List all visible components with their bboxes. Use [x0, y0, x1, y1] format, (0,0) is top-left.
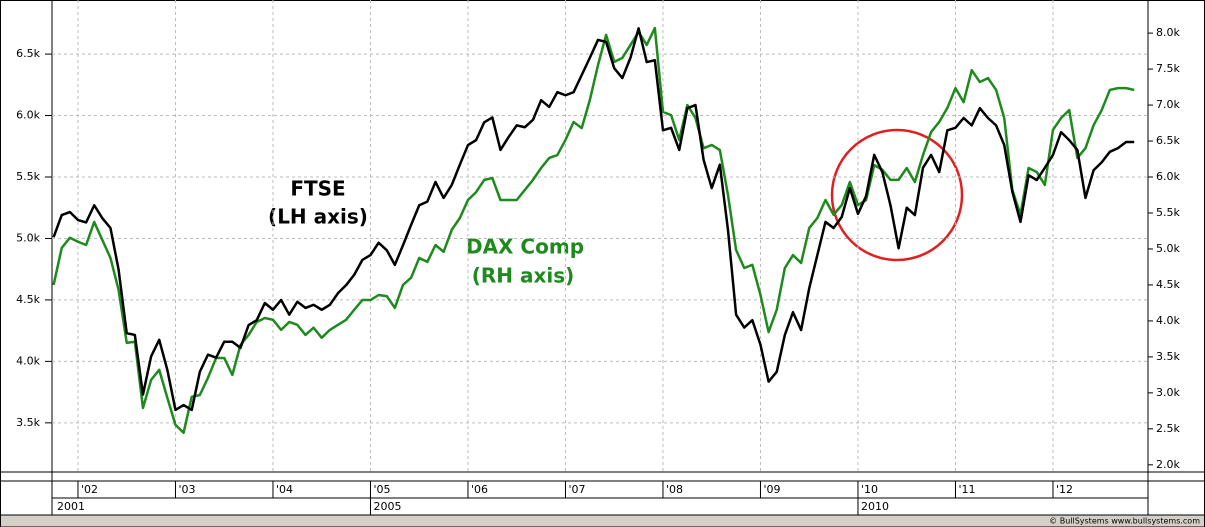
x-tick-label: '08 [666, 483, 683, 496]
y-tick-label: 4.0k [16, 354, 40, 367]
line-series [52, 27, 1135, 412]
x-group-label: 2005 [373, 500, 401, 513]
y2-tick-label: 7.5k [1156, 62, 1180, 75]
y-tick-label: 5.5k [16, 170, 40, 183]
y2-tick-label: 3.0k [1156, 386, 1180, 399]
source: © BullSystems www.bullsystems.com [1049, 517, 1200, 526]
y2-tick-label: 6.0k [1156, 170, 1180, 183]
y2-tick-label: 4.5k [1156, 278, 1180, 291]
y-tick-label: 4.5k [16, 293, 40, 306]
y-tick-label: 3.5k [16, 416, 40, 429]
series-label: FTSE [290, 177, 345, 201]
y-tick-label: 6.0k [16, 109, 40, 122]
x-tick-label: '02 [81, 483, 98, 496]
y-tick-label: 6.5k [16, 47, 40, 60]
x-tick-label: '12 [1056, 483, 1073, 496]
x-tick-label: '11 [958, 483, 975, 496]
y2-tick-label: 6.5k [1156, 134, 1180, 147]
y2-tick-label: 2.5k [1156, 422, 1180, 435]
x-tick-label: '05 [373, 483, 390, 496]
y2-tick-label: 5.5k [1156, 206, 1180, 219]
highlight-circle [830, 128, 964, 262]
x-group-label: 2001 [57, 500, 85, 513]
y2-tick-label: 2.0k [1156, 458, 1180, 471]
series-label: DAX Comp [466, 235, 584, 259]
y-tick-label: 5.0k [16, 231, 40, 244]
y2-tick-label: 4.0k [1156, 314, 1180, 327]
annotation: (LH axis) [268, 205, 368, 229]
y2-tick-label: 7.0k [1156, 98, 1180, 111]
x-tick-label: '09 [763, 483, 780, 496]
y2-tick-label: 5.0k [1156, 242, 1180, 255]
y2-tick-label: 3.5k [1156, 350, 1180, 363]
x-tick-label: '06 [471, 483, 488, 496]
annotation: (RH axis) [472, 264, 575, 288]
x-tick-label: '04 [276, 483, 293, 496]
line-series [52, 26, 1135, 435]
x-tick-label: '03 [178, 483, 195, 496]
y2-tick-label: 8.0k [1156, 26, 1180, 39]
x-group-label: 2010 [861, 500, 889, 513]
x-tick-label: '10 [861, 483, 878, 496]
footer-band [1, 515, 1204, 527]
x-tick-label: '07 [568, 483, 585, 496]
